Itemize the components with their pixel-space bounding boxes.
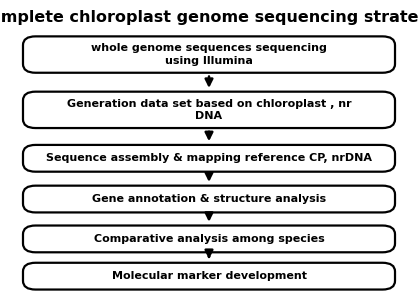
FancyBboxPatch shape [23, 186, 395, 212]
Text: Gene annotation & structure analysis: Gene annotation & structure analysis [92, 194, 326, 204]
Text: Molecular marker development: Molecular marker development [112, 271, 306, 281]
FancyBboxPatch shape [23, 263, 395, 290]
Text: Generation data set based on chloroplast , nr
DNA: Generation data set based on chloroplast… [67, 99, 351, 121]
FancyBboxPatch shape [23, 36, 395, 73]
Text: Comparative analysis among species: Comparative analysis among species [94, 234, 324, 244]
Text: Complete chloroplast genome sequencing strategy: Complete chloroplast genome sequencing s… [0, 10, 418, 25]
FancyBboxPatch shape [23, 92, 395, 128]
Text: whole genome sequences sequencing
using Illumina: whole genome sequences sequencing using … [91, 43, 327, 66]
FancyBboxPatch shape [23, 226, 395, 252]
Text: Sequence assembly & mapping reference CP, nrDNA: Sequence assembly & mapping reference CP… [46, 153, 372, 163]
FancyBboxPatch shape [23, 145, 395, 172]
